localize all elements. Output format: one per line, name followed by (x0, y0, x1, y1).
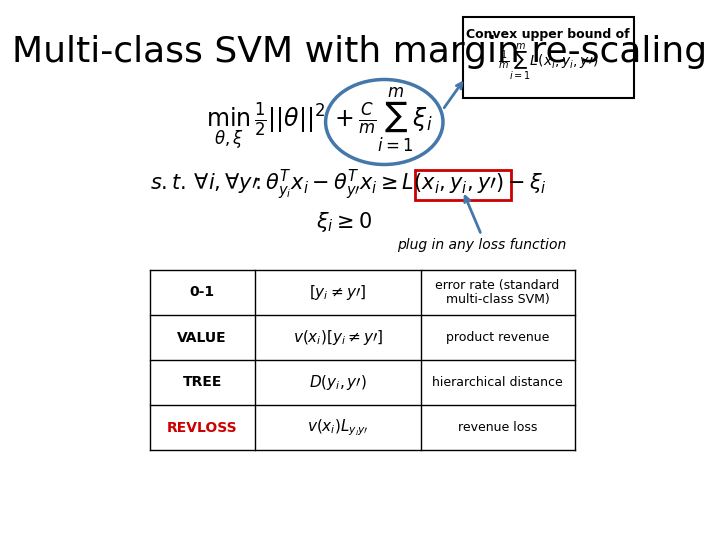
Text: $D(y_i, y\prime)$: $D(y_i, y\prime)$ (309, 373, 366, 392)
Text: error rate (standard
multi-class SVM): error rate (standard multi-class SVM) (436, 279, 559, 307)
Text: Convex upper bound of: Convex upper bound of (467, 28, 630, 41)
Text: plug in any loss function: plug in any loss function (397, 238, 566, 252)
Text: VALUE: VALUE (177, 330, 227, 345)
Text: revenue loss: revenue loss (458, 421, 537, 434)
Text: Multi-class SVM with margin re-scaling: Multi-class SVM with margin re-scaling (12, 35, 708, 69)
Text: $s.t.\,\forall i, \forall y\prime\!\!: \theta_{y_i}^T x_i - \theta_{y\prime}^T x: $s.t.\,\forall i, \forall y\prime\!\!: \… (150, 168, 546, 202)
FancyBboxPatch shape (463, 17, 634, 98)
Text: $v(x_i)L_{y_iy\prime}$: $v(x_i)L_{y_iy\prime}$ (307, 417, 369, 438)
Text: $[y_i \neq y\prime]$: $[y_i \neq y\prime]$ (309, 283, 366, 302)
Text: $\frac{1}{m}\sum_{i=1}^{m} L(x_i,y_i,y\prime)$: $\frac{1}{m}\sum_{i=1}^{m} L(x_i,y_i,y\p… (498, 42, 598, 83)
Text: product revenue: product revenue (446, 331, 549, 344)
Text: REVLOSS: REVLOSS (167, 421, 238, 435)
Text: 0-1: 0-1 (189, 286, 215, 300)
Text: $\xi_i \geq 0$: $\xi_i \geq 0$ (316, 210, 372, 234)
Text: TREE: TREE (182, 375, 222, 389)
Text: $v(x_i)[y_i \neq y\prime]$: $v(x_i)[y_i \neq y\prime]$ (292, 328, 383, 347)
Text: $\min_{\theta,\xi}\,\frac{1}{2}||\theta||^2 + \frac{C}{m}\sum_{i=1}^{m} \xi_i$: $\min_{\theta,\xi}\,\frac{1}{2}||\theta|… (206, 86, 433, 154)
Text: hierarchical distance: hierarchical distance (432, 376, 563, 389)
